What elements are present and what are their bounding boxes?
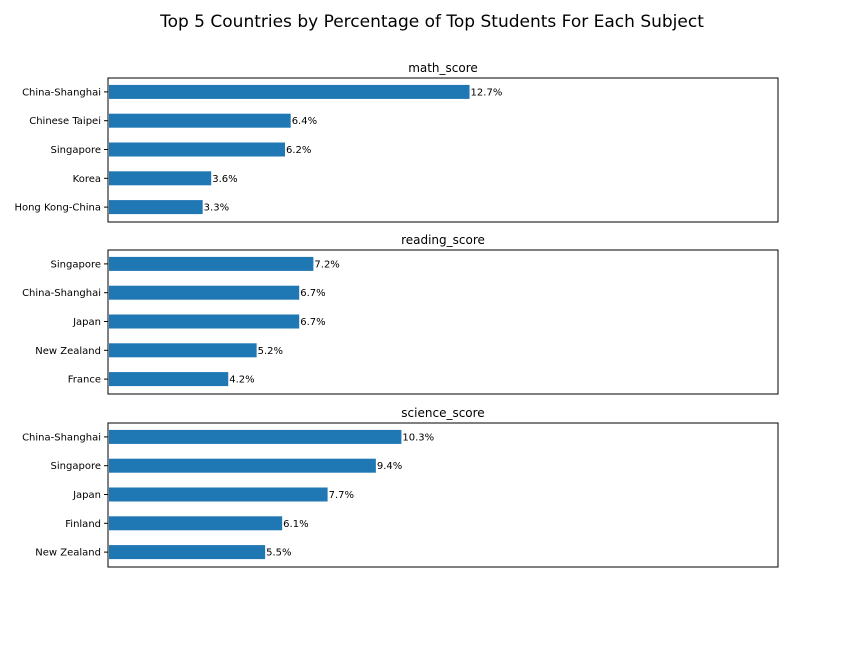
y-tick-label: Singapore <box>51 145 101 156</box>
bar <box>109 200 203 215</box>
y-tick-label: China-Shanghai <box>22 432 101 443</box>
bar <box>109 372 229 387</box>
bar <box>109 113 291 128</box>
bar <box>109 171 212 186</box>
y-tick-label: Korea <box>73 174 101 185</box>
y-tick-label: Japan <box>72 317 101 328</box>
bar <box>109 516 283 531</box>
subplot-title: math_score <box>408 61 478 75</box>
subplots: math_score China-Shanghai 12.7% Chinese Tai… <box>14 61 779 568</box>
bar <box>109 285 300 300</box>
data-label: 7.7% <box>329 490 354 501</box>
bar <box>109 84 470 99</box>
y-tick-label: China-Shanghai <box>22 288 101 299</box>
data-label: 3.6% <box>212 174 237 185</box>
bar <box>109 256 314 271</box>
bar <box>109 487 328 502</box>
plot-frame <box>107 77 779 223</box>
y-tick-label: Finland <box>65 519 101 530</box>
subplot-math_score: math_score China-Shanghai 12.7% Chinese Tai… <box>14 61 779 223</box>
plot-frame <box>107 249 779 395</box>
chart-title: Top 5 Countries by Percentage of Top Stu… <box>159 12 704 32</box>
y-tick-label: Hong Kong-China <box>14 203 101 214</box>
subplot-title: reading_score <box>401 233 485 247</box>
bar <box>109 314 300 329</box>
bar <box>109 545 266 560</box>
data-label: 6.1% <box>283 519 308 530</box>
data-label: 6.4% <box>292 116 317 127</box>
y-tick-label: Singapore <box>51 461 101 472</box>
y-tick-label: New Zealand <box>35 346 101 357</box>
bar <box>109 429 402 444</box>
data-label: 9.4% <box>377 461 402 472</box>
y-tick-label: Japan <box>72 490 101 501</box>
data-label: 5.2% <box>258 346 283 357</box>
bar <box>109 343 257 358</box>
y-tick-label: New Zealand <box>35 548 101 559</box>
bar <box>109 142 286 157</box>
y-tick-label: France <box>68 375 101 386</box>
subplot-science_score: science_score China-Shanghai 10.3% Singapor… <box>22 406 779 568</box>
data-label: 7.2% <box>314 259 339 270</box>
plot-frame <box>107 422 779 568</box>
data-label: 5.5% <box>266 548 291 559</box>
y-tick-label: Chinese Taipei <box>29 116 101 127</box>
data-label: 3.3% <box>204 203 229 214</box>
data-label: 4.2% <box>229 375 254 386</box>
bar <box>109 458 376 473</box>
y-tick-label: China-Shanghai <box>22 87 101 98</box>
subplot-title: science_score <box>401 406 484 420</box>
data-label: 10.3% <box>402 432 434 443</box>
data-label: 6.7% <box>300 288 325 299</box>
data-label: 6.7% <box>300 317 325 328</box>
y-tick-label: Singapore <box>51 259 101 270</box>
data-label: 6.2% <box>286 145 311 156</box>
subplot-reading_score: reading_score Singapore 7.2% China-Shanghai… <box>22 233 779 395</box>
data-label: 12.7% <box>471 87 503 98</box>
